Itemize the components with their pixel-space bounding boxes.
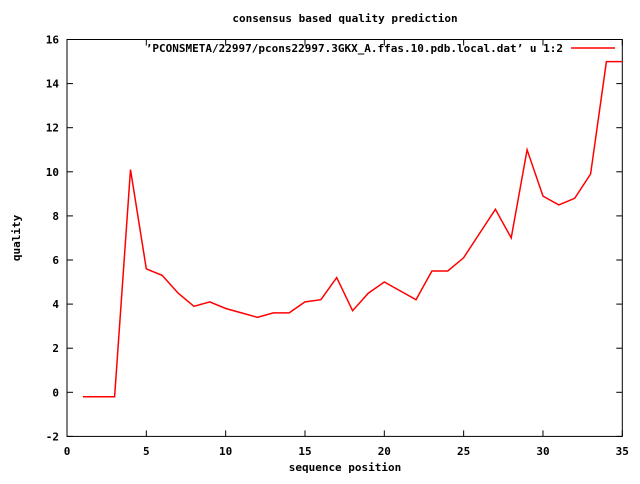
plot-border <box>66 39 623 437</box>
x-tick-label: 15 <box>298 445 311 458</box>
y-tick-label: 6 <box>52 254 59 267</box>
y-tick-label: -2 <box>46 430 59 443</box>
x-tick-label: 10 <box>219 445 232 458</box>
y-tick-label: 4 <box>52 298 59 311</box>
x-tick-label: 25 <box>457 445 470 458</box>
chart-title: consensus based quality prediction <box>232 12 457 25</box>
chart-generated-layer: 0 5 10 15 20 25 30 35 -2 0 2 4 6 8 10 12 14 16 <box>46 34 629 459</box>
x-tick-label: 5 <box>143 445 150 458</box>
y-axis-label: quality <box>10 214 23 261</box>
y-tick-label: 14 <box>46 78 60 91</box>
x-axis-label: sequence position <box>289 461 402 474</box>
y-tick-label: 0 <box>52 386 59 399</box>
y-tick-label: 10 <box>46 166 59 179</box>
legend-label: ’PCONSMETA/22997/pcons22997.3GKX_A.ffas.… <box>146 42 563 55</box>
y-tick-label: 12 <box>46 122 59 135</box>
y-tick-label: 2 <box>52 342 59 355</box>
x-tick-label: 35 <box>616 445 629 458</box>
x-tick-label: 20 <box>378 445 391 458</box>
x-tick-label: 0 <box>64 445 71 458</box>
y-tick-label: 8 <box>52 210 59 223</box>
data-series-line <box>82 60 623 398</box>
y-tick-label: 16 <box>46 34 60 47</box>
x-tick-label: 30 <box>536 445 549 458</box>
